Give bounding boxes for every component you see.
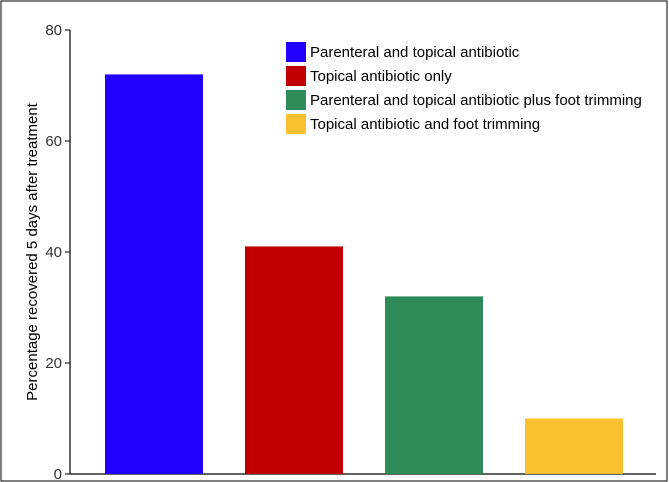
legend-swatch	[286, 90, 306, 110]
legend-swatch	[286, 66, 306, 86]
legend-swatch	[286, 114, 306, 134]
bar	[105, 74, 203, 475]
y-tick-label: 80	[45, 22, 62, 39]
bar	[525, 418, 623, 474]
legend: Parenteral and topical antibiotic Topical…	[286, 42, 642, 134]
legend-label: Topical antibiotic and foot trimming	[310, 116, 540, 133]
legend-label: Topical antibiotic only	[310, 68, 452, 85]
y-tick-label: 60	[45, 133, 62, 150]
y-tick-label: 40	[45, 244, 62, 261]
legend-swatch	[286, 42, 306, 62]
y-axis: 0 20 40 60 80	[45, 22, 71, 482]
bar	[385, 296, 483, 474]
bars	[105, 74, 623, 475]
y-axis-label: Percentage recovered 5 days after treatm…	[24, 102, 41, 400]
y-tick-label: 0	[54, 466, 62, 482]
bar	[245, 246, 343, 474]
y-tick-label: 20	[45, 355, 62, 372]
legend-label: Parenteral and topical antibiotic	[310, 44, 520, 61]
legend-label: Parenteral and topical antibiotic plus f…	[310, 92, 642, 109]
